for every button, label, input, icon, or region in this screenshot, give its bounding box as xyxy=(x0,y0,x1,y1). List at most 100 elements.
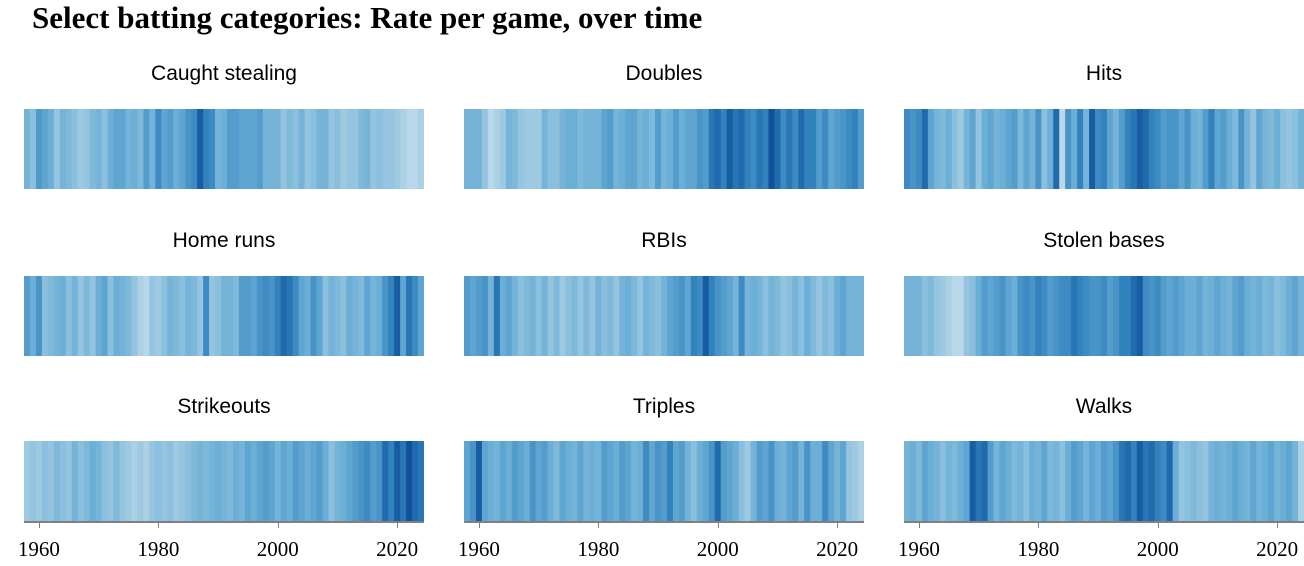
heatmap-cell xyxy=(143,276,150,356)
heatmap-cell xyxy=(915,109,923,189)
heatmap-cell xyxy=(945,276,953,356)
heatmap-cell xyxy=(1101,276,1108,356)
heatmap-cell xyxy=(280,441,288,521)
heatmap-cell xyxy=(720,276,728,356)
heatmap-cell xyxy=(1035,109,1042,189)
x-tick xyxy=(1277,523,1279,528)
heatmap-cell xyxy=(1172,276,1180,356)
heatmap-cell xyxy=(577,109,584,189)
heatmap-cell xyxy=(661,109,668,189)
heatmap-cell xyxy=(1005,109,1013,189)
heatmap-cell xyxy=(702,109,710,189)
heatmap-cell xyxy=(149,276,156,356)
heatmap-cell xyxy=(119,441,127,521)
heatmap-cell xyxy=(714,109,722,189)
panel-title: Triples xyxy=(632,395,696,418)
heatmap-cell xyxy=(975,441,983,521)
x-tick xyxy=(277,523,279,528)
heatmap-cell xyxy=(400,109,407,189)
heatmap-cell xyxy=(505,276,513,356)
heatmap-cell xyxy=(1065,109,1072,189)
heatmap-cell xyxy=(256,276,264,356)
heatmap-cell xyxy=(1148,109,1156,189)
heatmap-cell xyxy=(125,441,133,521)
heatmap-cell xyxy=(304,276,312,356)
heatmap-cell xyxy=(89,109,97,189)
heatmap-cell xyxy=(1262,441,1269,521)
heatmap-cell xyxy=(1250,441,1257,521)
heatmap-cell xyxy=(1017,109,1024,189)
heatmap-cell xyxy=(262,441,270,521)
heatmap-strip xyxy=(24,276,424,356)
heatmap-cell xyxy=(53,109,61,189)
heatmap-cell xyxy=(933,276,941,356)
heatmap-cell xyxy=(1029,441,1036,521)
heatmap-cell xyxy=(1166,276,1174,356)
x-tick-label: 2000 xyxy=(1136,537,1179,561)
heatmap-cell xyxy=(969,441,977,521)
heatmap-cell xyxy=(191,441,198,521)
heatmap-cell xyxy=(65,109,73,189)
heatmap-cell xyxy=(262,109,270,189)
heatmap-cell xyxy=(346,109,353,189)
heatmap-cell xyxy=(340,109,347,189)
heatmap-cell xyxy=(47,276,55,356)
heatmap-cell xyxy=(1077,441,1084,521)
panel-title: Hits xyxy=(1085,62,1123,85)
heatmap-cell xyxy=(394,441,401,521)
heatmap-cell xyxy=(149,441,156,521)
heatmap-cell xyxy=(547,276,555,356)
heatmap-cell xyxy=(352,441,359,521)
heatmap-cell xyxy=(1136,441,1144,521)
heatmap-cell xyxy=(975,109,983,189)
heatmap-cell xyxy=(209,109,216,189)
heatmap-cell xyxy=(101,276,109,356)
heatmap-cell xyxy=(945,441,953,521)
heatmap-cell xyxy=(209,276,216,356)
x-tick xyxy=(38,523,40,528)
heatmap-cell xyxy=(511,441,519,521)
heatmap-cell xyxy=(981,109,989,189)
heatmap-cell xyxy=(517,109,525,189)
heatmap-cell xyxy=(909,441,917,521)
heatmap-cell xyxy=(613,441,620,521)
heatmap-cell xyxy=(1148,276,1156,356)
heatmap-cell xyxy=(756,109,764,189)
heatmap-cell xyxy=(1154,441,1162,521)
heatmap-cell xyxy=(1041,441,1048,521)
heatmap-cell xyxy=(1190,276,1198,356)
heatmap-cell xyxy=(780,109,787,189)
heatmap-cell xyxy=(577,276,584,356)
heatmap-cell xyxy=(1256,276,1263,356)
heatmap-cell xyxy=(672,109,680,189)
heatmap-cell xyxy=(493,109,501,189)
heatmap-cell xyxy=(1112,276,1120,356)
heatmap-cell xyxy=(1292,109,1299,189)
heatmap-cell xyxy=(155,276,162,356)
heatmap-cell xyxy=(1214,441,1222,521)
heatmap-cell xyxy=(322,276,330,356)
heatmap-cell xyxy=(376,109,383,189)
heatmap-cell xyxy=(601,441,608,521)
heatmap-cell xyxy=(1059,441,1066,521)
heatmap-cell xyxy=(113,276,121,356)
heatmap-cell xyxy=(316,441,324,521)
heatmap-cell xyxy=(274,109,282,189)
heatmap-cell xyxy=(1232,109,1239,189)
heatmap-cell xyxy=(517,276,525,356)
heatmap-cell xyxy=(909,276,917,356)
x-tick-label: 1960 xyxy=(457,537,500,561)
heatmap-cell xyxy=(406,109,413,189)
heatmap-cell xyxy=(388,441,395,521)
panel-title: Walks xyxy=(1075,395,1133,418)
panel-title: Doubles xyxy=(625,62,703,85)
heatmap-cell xyxy=(376,441,383,521)
heatmap-cell xyxy=(589,276,596,356)
heatmap-cell xyxy=(131,109,139,189)
heatmap-cell xyxy=(517,441,525,521)
heatmap-cell xyxy=(792,276,799,356)
heatmap-cell xyxy=(274,276,282,356)
heatmap-cell xyxy=(840,441,847,521)
heatmap-cell xyxy=(822,441,829,521)
heatmap-cell xyxy=(732,276,740,356)
